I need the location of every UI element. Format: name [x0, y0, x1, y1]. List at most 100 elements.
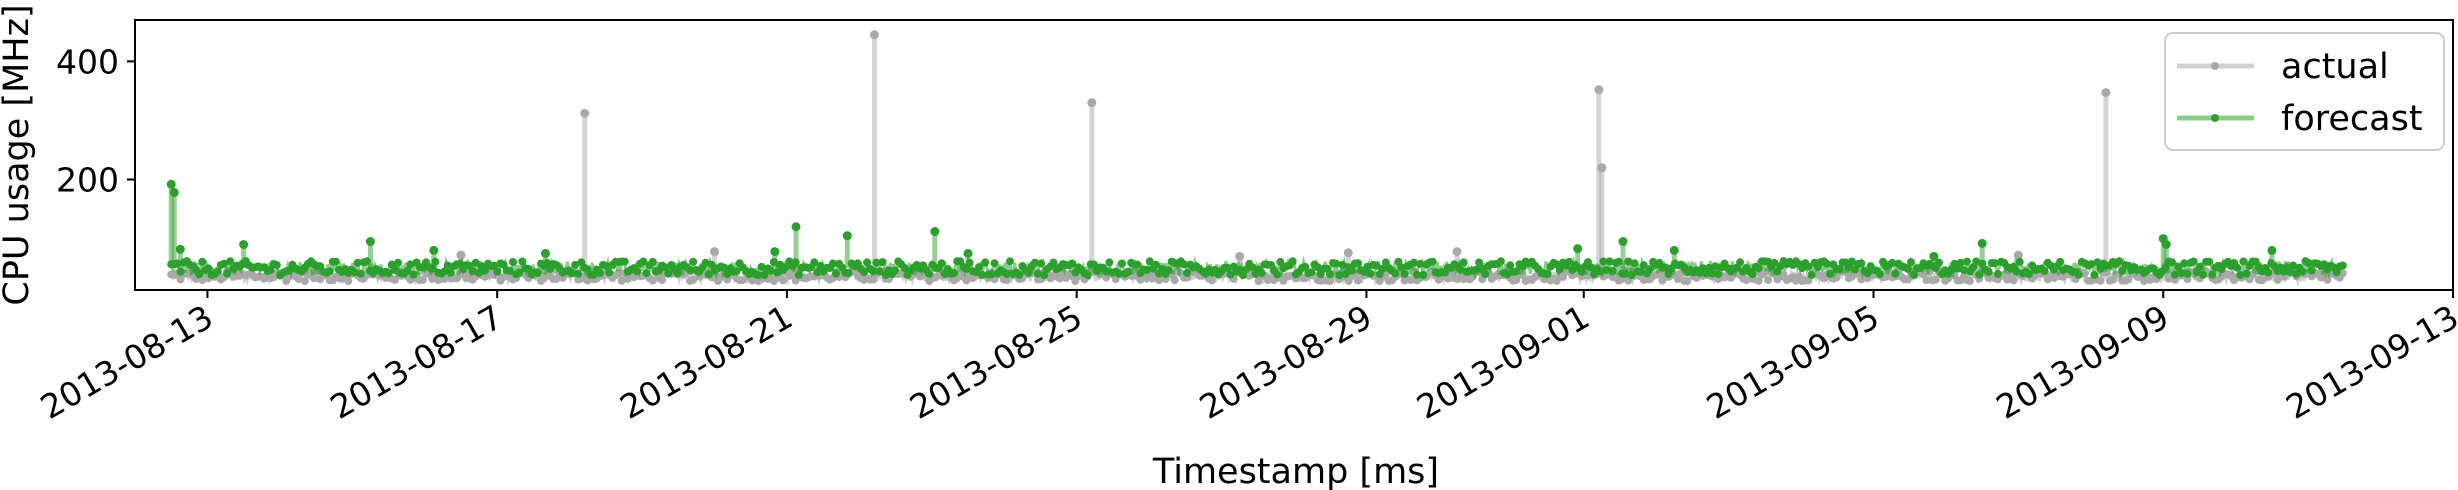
data-point-forecast [950, 269, 959, 277]
data-point-forecast [1624, 257, 1633, 266]
data-point-forecast [620, 257, 629, 266]
data-point-forecast [384, 269, 393, 278]
data-point-actual [1444, 274, 1453, 283]
data-point-forecast [1602, 266, 1611, 275]
spike-point-actual [1235, 251, 1245, 261]
data-point-forecast [2286, 267, 2294, 276]
data-point-actual [2080, 269, 2089, 278]
data-point-forecast [2233, 263, 2242, 272]
data-point-forecast [1608, 266, 1617, 275]
data-point-forecast [350, 268, 359, 277]
data-point-forecast [1326, 270, 1334, 279]
x-axis-title: Timestamp [ms] [1152, 452, 1439, 490]
data-point-forecast [1807, 270, 1816, 279]
data-point-forecast [1133, 260, 1142, 269]
data-point-forecast [204, 264, 213, 273]
data-point-forecast [1599, 257, 1608, 266]
data-point-forecast [981, 258, 990, 267]
data-point-forecast [1804, 262, 1813, 271]
data-point-forecast [900, 263, 909, 272]
data-point-forecast [1413, 270, 1421, 279]
data-point-actual [1742, 276, 1751, 284]
data-point-forecast [686, 266, 694, 274]
data-point-forecast [732, 267, 741, 276]
data-point-forecast [1990, 259, 1999, 268]
data-point-forecast [1627, 271, 1636, 280]
data-point-forecast [2307, 266, 2316, 275]
data-point-forecast [1857, 259, 1866, 268]
data-point-actual [344, 277, 353, 285]
data-point-forecast [220, 259, 228, 268]
data-point-actual [1931, 275, 1940, 284]
data-point-forecast [1748, 270, 1757, 279]
data-point-forecast [2074, 270, 2083, 279]
spike-point-actual [710, 247, 719, 257]
data-point-forecast [701, 258, 710, 267]
spike-point-forecast [175, 244, 185, 254]
data-point-forecast [1456, 266, 1465, 274]
data-point-forecast [1953, 264, 1962, 273]
spike-point-forecast [429, 245, 439, 255]
data-point-forecast [844, 269, 853, 278]
data-point-forecast [1823, 259, 1832, 268]
data-point-forecast [1105, 258, 1114, 267]
data-point-forecast [602, 262, 611, 270]
data-point-forecast [353, 258, 362, 267]
data-point-forecast [1397, 263, 1406, 272]
data-point-forecast [990, 259, 999, 268]
data-point-forecast [1083, 271, 1092, 279]
data-point-forecast [226, 257, 235, 266]
data-point-forecast [639, 257, 648, 266]
data-point-actual [1683, 277, 1692, 286]
data-point-forecast [2167, 258, 2176, 267]
data-point-forecast [471, 258, 480, 267]
spike-point-forecast [2161, 240, 2171, 250]
data-point-forecast [1888, 258, 1897, 267]
data-point-actual [1754, 276, 1763, 285]
data-point-forecast [2087, 260, 2096, 269]
data-point-forecast [1875, 270, 1884, 278]
legend-label-actual: actual [2281, 47, 2389, 87]
data-point-actual [2183, 275, 2192, 284]
data-point-actual [648, 276, 657, 285]
data-point-forecast [1024, 268, 1033, 277]
data-point-actual [689, 275, 698, 284]
data-point-forecast [574, 269, 583, 278]
data-point-forecast [2236, 271, 2245, 280]
data-point-forecast [754, 271, 763, 280]
data-point-forecast [1475, 258, 1484, 267]
data-point-forecast [446, 268, 455, 277]
data-point-forecast [766, 266, 775, 275]
data-point-forecast [325, 267, 334, 276]
data-point-forecast [987, 270, 996, 279]
data-point-forecast [810, 258, 819, 267]
data-point-forecast [1372, 261, 1381, 270]
plot-frame [134, 19, 2454, 291]
data-point-forecast [394, 258, 402, 267]
data-point-forecast [2332, 268, 2341, 277]
data-point-forecast [978, 270, 987, 279]
data-point-forecast [2180, 259, 2189, 268]
data-point-forecast [1338, 260, 1347, 269]
spike-point-actual [456, 250, 466, 260]
data-point-forecast [2298, 267, 2307, 276]
spike-point-forecast [791, 222, 801, 232]
data-point-actual [658, 276, 667, 285]
data-point-actual [2124, 275, 2133, 284]
spike-point-forecast [930, 227, 940, 237]
data-point-forecast [1903, 264, 1912, 273]
spike-point-actual [1343, 248, 1353, 258]
data-point-forecast [2090, 271, 2099, 279]
y-axis: 200 400 [56, 42, 135, 200]
data-point-forecast [1847, 257, 1856, 266]
data-point-actual [2009, 276, 2018, 285]
data-point-forecast [661, 263, 670, 272]
legend-marker-forecast [2211, 114, 2219, 122]
spike-point-forecast [540, 248, 550, 258]
data-point-forecast [673, 269, 682, 278]
spike-point-forecast [166, 179, 176, 189]
data-point-forecast [1459, 258, 1468, 267]
data-point-forecast [1481, 270, 1490, 279]
